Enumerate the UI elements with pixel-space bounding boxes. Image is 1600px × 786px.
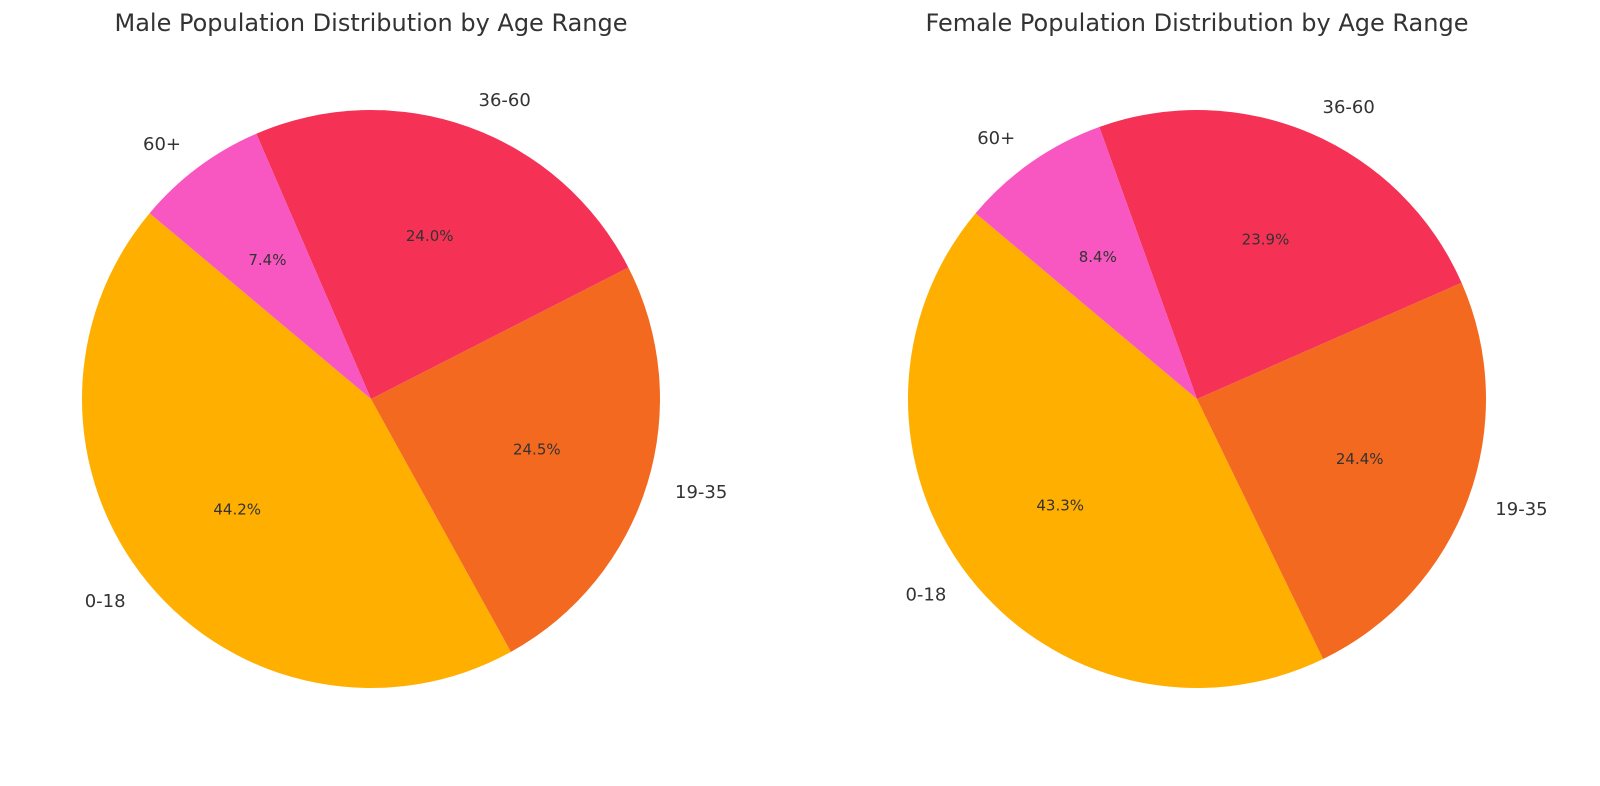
female-label-19-35: 19-35 xyxy=(1495,499,1547,520)
male-pct-60-plus: 7.4% xyxy=(248,251,286,269)
male-label-60-plus: 60+ xyxy=(143,134,181,155)
male-slice-0-18 xyxy=(81,213,511,689)
female-slice-60-plus xyxy=(975,127,1197,400)
male-pct-36-60: 24.0% xyxy=(406,227,454,245)
female-label-36-60: 36-60 xyxy=(1323,97,1375,118)
female-slice-36-60 xyxy=(1099,109,1462,399)
male-label-0-18: 0-18 xyxy=(85,591,126,612)
female-slice-0-18 xyxy=(907,213,1324,689)
female-pie-chart: 0-18 43.3% 19-35 24.4% 36-60 23.9% 60+ 8.4% xyxy=(905,97,1548,689)
male-chart-title: Male Population Distribution by Age Rang… xyxy=(114,9,627,37)
male-slice-60-plus xyxy=(149,133,371,400)
female-label-0-18: 0-18 xyxy=(905,585,946,606)
male-slice-19-35 xyxy=(371,267,660,652)
female-slice-19-35 xyxy=(1197,282,1487,660)
male-pie-chart: 0-18 44.2% 19-35 24.5% 36-60 24.0% 60+ 7.4% xyxy=(81,90,727,689)
female-pct-60-plus: 8.4% xyxy=(1079,248,1117,266)
male-pct-19-35: 24.5% xyxy=(513,441,561,459)
female-label-60-plus: 60+ xyxy=(977,128,1015,149)
female-pct-0-18: 43.3% xyxy=(1036,497,1084,515)
male-label-19-35: 19-35 xyxy=(675,482,727,503)
female-pct-19-35: 24.4% xyxy=(1336,450,1384,468)
male-slice-36-60 xyxy=(256,110,629,399)
male-label-36-60: 36-60 xyxy=(479,90,531,111)
male-pct-0-18: 44.2% xyxy=(213,500,261,518)
female-chart-title: Female Population Distribution by Age Ra… xyxy=(926,9,1469,37)
female-pct-36-60: 23.9% xyxy=(1242,231,1290,249)
